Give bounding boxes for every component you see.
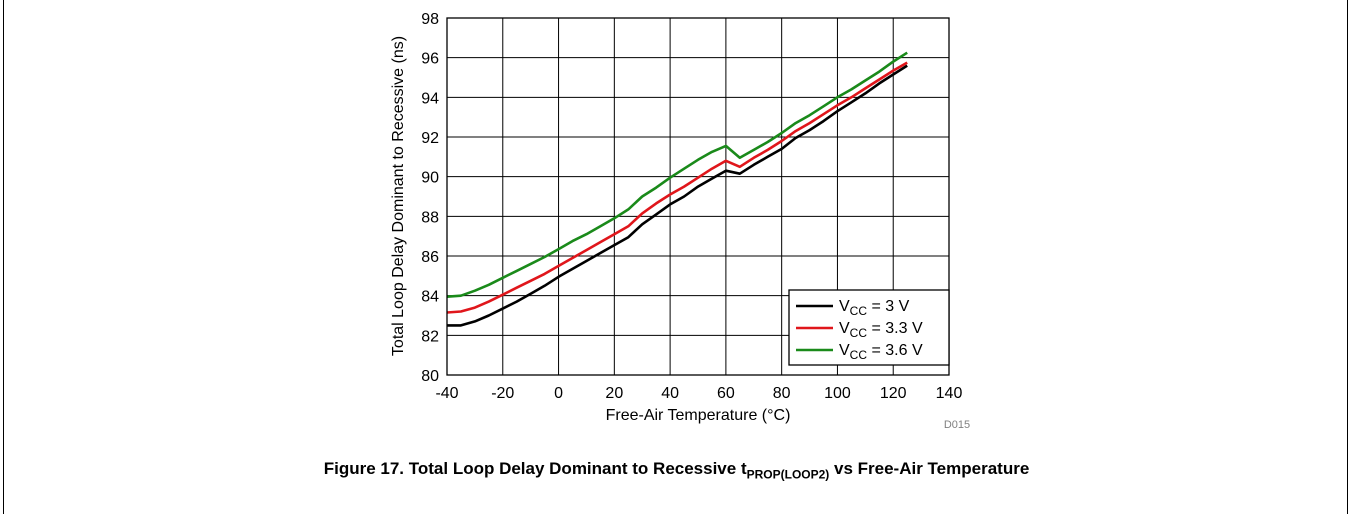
x-tick-label: 80	[773, 385, 791, 402]
y-tick-label: 80	[421, 368, 439, 385]
series-line-1	[447, 64, 908, 327]
y-tick-label: 88	[421, 209, 439, 226]
y-tick-label: 98	[421, 11, 439, 28]
series-line-2	[446, 61, 908, 314]
y-tick-label: 96	[421, 51, 439, 68]
y-tick-label: 82	[421, 328, 439, 345]
legend-label: VCC = 3.6 V	[839, 342, 923, 362]
figure-id: D015	[944, 419, 970, 431]
y-tick-label: 84	[421, 289, 439, 306]
x-tick-labels: -40 -20 0 20 40 60 80 100 120 140	[435, 385, 962, 402]
caption-suffix: vs Free-Air Temperature	[829, 459, 1030, 478]
x-tick-label: 140	[936, 385, 963, 402]
series-line-3	[446, 51, 908, 298]
y-tick-label: 90	[421, 170, 439, 187]
y-tick-label: 86	[421, 249, 439, 266]
figure-caption: Figure 17. Total Loop Delay Dominant to …	[0, 459, 1353, 481]
legend-label: VCC = 3 V	[839, 298, 910, 318]
x-tick-label: -20	[491, 385, 514, 402]
x-tick-label: 120	[880, 385, 907, 402]
y-tick-label: 94	[421, 90, 439, 107]
caption-subscript: PROP(LOOP2)	[746, 467, 830, 482]
x-tick-label: 40	[661, 385, 679, 402]
y-tick-label: 92	[421, 130, 439, 147]
caption-prefix: Figure 17. Total Loop Delay Dominant to …	[323, 459, 747, 478]
y-tick-labels: 80 82 84 86 88 90 92 94 96 98	[421, 11, 439, 385]
line-chart: -40 -20 0 20 40 60 80 100 120 140 80 82 84 86 88 90 92 9…	[390, 11, 970, 431]
x-tick-label: 100	[824, 385, 851, 402]
x-tick-label: -40	[435, 385, 458, 402]
plot-area-border	[446, 17, 950, 376]
x-tick-label: 0	[554, 385, 563, 402]
figure-frame	[3, 0, 1348, 514]
y-axis-label: Total Loop Delay Dominant to Recessive (…	[390, 36, 407, 356]
legend-label: VCC = 3.3 V	[839, 320, 923, 340]
x-axis-label: Free-Air Temperature (°C)	[606, 407, 791, 424]
x-tick-label: 20	[605, 385, 623, 402]
x-tick-label: 60	[717, 385, 735, 402]
series-lines	[446, 51, 908, 327]
